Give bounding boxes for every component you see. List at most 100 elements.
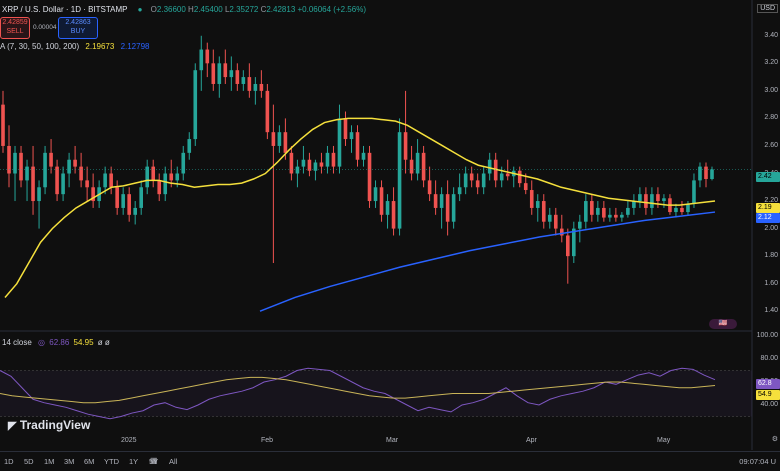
ma-line-blue: [259, 211, 716, 312]
timeframe-1d[interactable]: 1D: [4, 457, 14, 466]
candle-body: [559, 228, 564, 236]
candle-body: [175, 173, 180, 181]
symbol-title[interactable]: XRP / U.S. Dollar · 1D · BITSTAMP: [2, 5, 128, 14]
candle-body: [475, 180, 480, 188]
price-axis-label: 1.60: [764, 279, 778, 287]
candle-body: [115, 187, 119, 208]
timeframe-5y[interactable]: 5Y: [149, 457, 159, 466]
candle-body: [301, 159, 306, 167]
candle-body: [457, 187, 462, 195]
clock-time[interactable]: 09:07:04 U: [739, 457, 776, 466]
candle-body: [73, 159, 77, 167]
candle-body: [355, 132, 360, 160]
candle-body: [632, 201, 636, 208]
candle-body: [7, 145, 11, 174]
rsi-label: 14 close: [2, 338, 32, 347]
rsi-legend[interactable]: 14 close ◎ 62.86 54.95 ø ø: [2, 338, 110, 347]
timeframe-all[interactable]: All: [169, 457, 178, 466]
candle-body: [385, 201, 390, 215]
candle-body: [409, 159, 414, 174]
candle-body: [331, 152, 336, 167]
timeframe-1y[interactable]: 1Y: [129, 457, 139, 466]
candle-body: [205, 49, 210, 64]
timeframe-1m[interactable]: 1M: [44, 457, 55, 466]
candle-body: [253, 83, 258, 91]
ohlc-key: C: [260, 5, 267, 14]
timeframe-5d[interactable]: 5D: [24, 457, 34, 466]
candle-body: [463, 173, 468, 188]
chart-header: XRP / U.S. Dollar · 1D · BITSTAMP ● O2.3…: [2, 5, 366, 14]
price-axis-label: 2.00: [764, 224, 778, 232]
candle-body: [31, 166, 35, 202]
date-range-icon[interactable]: ▦: [150, 456, 158, 465]
candle-body: [427, 180, 432, 195]
market-status-icon: ●: [137, 5, 143, 14]
candle-body: [49, 152, 53, 167]
ma-value-1: 2.19673: [85, 42, 115, 51]
candle-body: [680, 207, 684, 213]
candle-body: [337, 118, 342, 167]
candle-body: [325, 152, 330, 167]
candle-body: [169, 173, 174, 181]
ohlc-key: L: [224, 5, 230, 14]
price-axis-label: 1.40: [764, 307, 778, 315]
logo-icon: ◤: [8, 420, 17, 432]
ohlc-value: +0.06064 (+2.56%): [297, 5, 366, 14]
spread-value: 0.00004: [33, 24, 57, 31]
candle-body: [590, 201, 594, 215]
candle-body: [223, 63, 228, 78]
candle-body: [235, 70, 240, 84]
candle-body: [403, 132, 408, 160]
candle-body: [85, 180, 89, 188]
candle-body: [55, 166, 59, 195]
candle-body: [499, 173, 504, 181]
candle-body: [349, 132, 354, 140]
buy-label: BUY: [70, 28, 86, 35]
ma-legend[interactable]: A (7, 30, 50, 100, 200) 2.19673 2.12798: [0, 42, 149, 51]
candle-body: [439, 194, 444, 208]
candle-body: [289, 152, 294, 174]
candle-body: [127, 194, 131, 215]
rsi-axis-label: 80.00: [760, 355, 778, 362]
candle-body: [415, 152, 420, 174]
candle-body: [37, 187, 41, 202]
rsi-axis-label: 40.00: [760, 401, 778, 408]
candle-body: [626, 207, 630, 215]
ohlc-values: O2.36600 H2.45400 L2.35272 C2.42813 +0.0…: [151, 5, 366, 14]
candle-body: [547, 214, 552, 222]
candle-body: [602, 207, 606, 218]
candle-body: [19, 152, 23, 181]
candle-body: [247, 77, 252, 91]
rsi-extra: ø ø: [97, 338, 110, 347]
candle-body: [133, 207, 137, 215]
candle-body: [686, 203, 690, 213]
candle-body: [638, 194, 642, 202]
rsi-axis-label: 100.00: [756, 332, 778, 339]
candle-body: [145, 166, 150, 188]
candle-body: [193, 70, 198, 140]
axis-settings-icon[interactable]: ⚙: [771, 436, 778, 443]
candle-body: [313, 162, 318, 171]
candle-body: [650, 194, 654, 208]
timeframe-ytd[interactable]: YTD: [104, 457, 119, 466]
sell-button[interactable]: 2.42859 SELL: [0, 17, 30, 39]
tradingview-logo[interactable]: ◤ TradingView: [8, 418, 90, 432]
x-label-feb: Feb: [261, 437, 274, 444]
timeframe-3m[interactable]: 3M: [64, 457, 75, 466]
ma-value-2: 2.12798: [120, 42, 150, 51]
candle-body: [319, 162, 324, 167]
x-label-may: May: [657, 437, 671, 444]
candle-body: [698, 166, 702, 181]
candle-body: [241, 77, 246, 84]
buy-button[interactable]: 2.42863 BUY: [58, 17, 98, 39]
ohlc-value: 2.36600: [156, 5, 189, 14]
candle-body: [614, 214, 618, 218]
flags-icon[interactable]: 🇺🇸: [709, 319, 737, 329]
candle-body: [517, 170, 522, 184]
candle-body: [710, 169, 714, 180]
currency-button[interactable]: USD: [757, 4, 778, 13]
rsi-value-2: 54.95: [73, 338, 94, 347]
timeframe-6m[interactable]: 6M: [84, 457, 95, 466]
brand-name: TradingView: [19, 418, 91, 432]
